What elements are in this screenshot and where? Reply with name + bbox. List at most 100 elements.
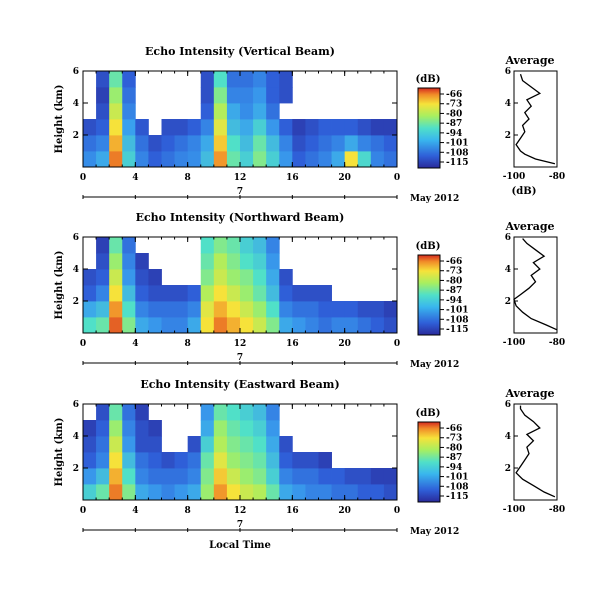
heatmap-cell (279, 269, 293, 286)
heatmap-cell (135, 484, 149, 501)
colorbar-ticks: -66-73-80-87-94-101-108-115 (440, 90, 469, 168)
heatmap-cell (109, 253, 123, 270)
y-tick-label: 6 (73, 400, 79, 410)
heatmap-cell (200, 317, 215, 334)
heatmap-cell (200, 285, 215, 302)
heatmap-cell (266, 436, 280, 453)
heatmap-cell (135, 269, 149, 286)
heatmap-cell (96, 452, 110, 469)
heatmap-cell (240, 436, 254, 453)
heatmap-cell (226, 285, 241, 302)
heatmap-cell (174, 135, 189, 152)
heatmap-cell (226, 151, 241, 168)
heatmap-cell (96, 404, 110, 421)
heatmap-cell (226, 269, 241, 286)
heatmap-cell (161, 484, 175, 501)
heatmap-cell (370, 317, 385, 334)
heatmap-cell (200, 468, 215, 485)
heatmap-cell (96, 301, 110, 318)
heatmap-cell (331, 317, 346, 334)
x-tick-label: 20 (338, 173, 351, 183)
heatmap-cell (83, 452, 97, 469)
heatmap-cell (122, 285, 136, 302)
average-profile-line (515, 73, 556, 165)
y-tick-label: 2 (73, 131, 79, 141)
heatmap-cell (200, 71, 215, 88)
heatmap-cell (109, 119, 123, 136)
y-tick-label: 2 (73, 297, 79, 307)
y-axis-label: Height (km) (54, 85, 65, 154)
heatmap-cell (83, 285, 97, 302)
heatmap-cell (83, 301, 97, 318)
heatmap-cell (200, 436, 215, 453)
heatmap-cell (318, 151, 332, 168)
heatmap-cell (279, 285, 293, 302)
heatmap-cells (83, 404, 398, 501)
average-y-tick-label: 4 (505, 99, 511, 109)
heatmap-cell (279, 119, 293, 136)
heatmap-cell (83, 317, 97, 334)
colorbar-ticks: -66-73-80-87-94-101-108-115 (440, 257, 469, 335)
heatmap-cell (279, 151, 293, 168)
heatmap-cell (109, 436, 123, 453)
heatmap-cell (96, 135, 110, 152)
heatmap-cell (266, 301, 280, 318)
heatmap-cell (253, 103, 267, 120)
heatmap-cell (122, 87, 136, 104)
heatmap-cell (318, 484, 332, 501)
heatmap-cell (148, 151, 162, 168)
heatmap-ticks: 0 4 8 12 16 20 0 2 4 6 (73, 67, 400, 199)
heatmap-cell (187, 468, 202, 485)
heatmap-cell (226, 317, 241, 334)
heatmap-cell (148, 269, 162, 286)
colorbar (417, 87, 441, 169)
heatmap-cell (279, 87, 293, 104)
heatmap-cell (266, 87, 280, 104)
heatmap-cell (383, 484, 398, 501)
heatmap-cell (240, 420, 254, 437)
heatmap-cell (253, 253, 267, 270)
heatmap-cell (226, 301, 241, 318)
heatmap-cell (357, 119, 372, 136)
heatmap-cell (96, 468, 110, 485)
heatmap-cell (96, 253, 110, 270)
average-frame (513, 70, 558, 168)
heatmap-cell (187, 135, 202, 152)
date-marker: 7 (237, 353, 243, 363)
heatmap-cell (266, 135, 280, 152)
heatmap-cell (253, 301, 267, 318)
heatmap-cell (122, 269, 136, 286)
heatmap-cell (357, 151, 372, 168)
heatmap-cell (187, 317, 202, 334)
heatmap-ticks: 0 4 8 12 16 20 0 2 4 6 (73, 400, 400, 532)
heatmap-cell (109, 237, 123, 254)
average-title: Average (504, 54, 554, 67)
heatmap-cell (213, 436, 228, 453)
heatmap-cell (122, 119, 136, 136)
heatmap-cell (240, 452, 254, 469)
heatmap-cell (135, 404, 149, 421)
heatmap-cell (161, 452, 175, 469)
heatmap-cell (370, 468, 385, 485)
colorbar-tick-label: -108 (446, 482, 469, 492)
heatmap-cell (357, 484, 372, 501)
heatmap-cell (109, 285, 123, 302)
y-tick-label: 6 (73, 233, 79, 243)
colorbar-tick-label: -87 (446, 453, 462, 463)
average-y-tick-label: 4 (505, 265, 511, 275)
heatmap-cell (240, 103, 254, 120)
heatmap-cell (240, 301, 254, 318)
heatmap-cell (109, 317, 123, 334)
average-y-tick-label: 4 (505, 432, 511, 442)
heatmap-cell (213, 484, 228, 501)
heatmap-cell (83, 436, 97, 453)
colorbar (417, 254, 441, 336)
heatmap-cell (331, 135, 346, 152)
heatmap-cell (96, 436, 110, 453)
heatmap-cell (96, 484, 110, 501)
heatmap-cell (135, 285, 149, 302)
heatmap-cell (253, 119, 267, 136)
colorbar-tick-label: -94 (446, 296, 462, 306)
heatmap-cell (344, 119, 359, 136)
heatmap-cell (135, 253, 149, 270)
